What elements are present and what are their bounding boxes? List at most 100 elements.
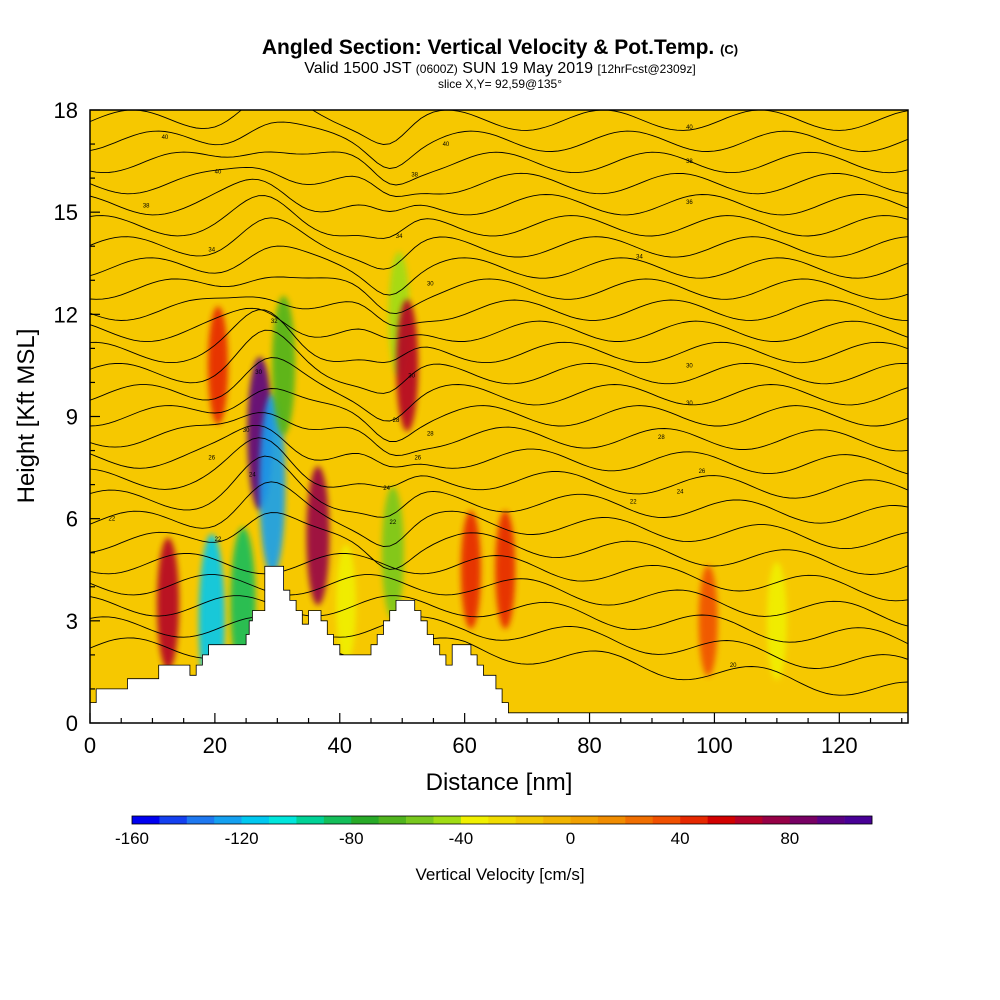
valid-date: SUN 19 May 2019 — [462, 60, 593, 77]
isentrope-1 — [90, 616, 908, 669]
colorbar-swatch-11 — [433, 816, 462, 824]
y-tick-label: 15 — [54, 200, 78, 225]
isentrope-label-20: 28 — [658, 435, 665, 441]
velocity-feature-0 — [157, 537, 180, 670]
isentrope-10 — [90, 412, 908, 456]
isentrope-label-24: 24 — [249, 472, 256, 478]
y-axis: 0 3 6 9 12 15 18 — [54, 98, 100, 736]
x-axis-label: Distance [nm] — [426, 769, 573, 796]
title-main: Angled Section: Vertical Velocity & Pot.… — [261, 36, 715, 59]
isentrope-18 — [90, 245, 908, 296]
colorbar-swatch-4 — [241, 816, 270, 824]
y-tick-label: 18 — [54, 98, 78, 123]
isentrope-9 — [90, 424, 908, 475]
colorbar-tick-label: -120 — [225, 829, 259, 848]
isentrope-7 — [90, 455, 908, 524]
valid-prefix: Valid 1500 JST — [304, 60, 412, 77]
velocity-feature-8 — [336, 544, 357, 663]
isentrope-6 — [90, 481, 908, 550]
terrain — [89, 565, 909, 724]
isentrope-19 — [90, 217, 908, 270]
title-tag: (C) — [720, 42, 739, 57]
isentrope-label-25: 24 — [383, 486, 390, 492]
isentrope-label-23: 26 — [699, 469, 706, 475]
isentrope-label-19: 28 — [427, 432, 434, 438]
isentrope-label-28: 22 — [390, 520, 397, 526]
colorbar-swatch-21 — [707, 816, 736, 824]
isentrope-label-4: 38 — [143, 203, 150, 209]
x-tick-label: 0 — [84, 733, 96, 758]
isentrope-label-15: 30 — [686, 363, 693, 369]
isentrope-label-13: 30 — [255, 370, 262, 376]
isentrope-15 — [90, 307, 908, 343]
colorbar-tick-label: -160 — [115, 829, 149, 848]
isentrope-label-17: 30 — [243, 428, 250, 434]
colorbar-swatch-20 — [680, 816, 708, 824]
colorbar-swatch-17 — [597, 816, 626, 824]
velocity-feature-12 — [460, 510, 481, 629]
colorbar-swatch-3 — [214, 816, 242, 824]
colorbar-swatch-26 — [844, 816, 873, 824]
isentrope-label-10: 34 — [636, 254, 643, 260]
isentrope-8 — [90, 437, 908, 499]
isentrope-label-0: 40 — [162, 135, 169, 141]
colorbar-swatch-14 — [515, 816, 544, 824]
isentrope-label-3: 40 — [686, 125, 693, 131]
isentrope-labels: 40 40 40 40 38 38 38 36 34 34 34 30 32 30 30 30 30 30 28 28… — [109, 125, 738, 669]
colorbar-swatch-15 — [543, 816, 571, 824]
isentrope-23 — [90, 151, 908, 186]
isentrope-label-27: 22 — [215, 537, 222, 543]
colorbar-swatch-6 — [296, 816, 325, 824]
colorbar-swatch-13 — [488, 816, 517, 824]
velocity-feature-15 — [766, 561, 787, 680]
isentrope-label-18: 28 — [393, 418, 400, 424]
colorbar-swatch-8 — [351, 816, 379, 824]
isentrope-17 — [90, 276, 908, 315]
isentrope-label-31: 20 — [730, 663, 737, 669]
isentrope-label-2: 40 — [443, 142, 450, 148]
colorbar-swatch-23 — [762, 816, 791, 824]
y-tick-label: 12 — [54, 302, 78, 327]
chart-title: Angled Section: Vertical Velocity & Pot.… — [0, 36, 1000, 60]
x-tick-label: 80 — [577, 733, 601, 758]
velocity-feature-2 — [208, 306, 229, 425]
isentrope-11 — [90, 388, 908, 442]
colorbar-tick-label: -40 — [449, 829, 474, 848]
colorbar-swatch-16 — [570, 816, 599, 824]
colorbar-frame — [131, 815, 873, 825]
isentrope-4 — [90, 553, 908, 602]
colorbar-swatch-12 — [460, 816, 489, 824]
isentrope-label-8: 34 — [208, 248, 215, 254]
y-tick-label: 6 — [66, 507, 78, 532]
chart-subtitle: Valid 1500 JST (0600Z) SUN 19 May 2019 [… — [0, 60, 1000, 78]
colorbar-tick-label: 0 — [566, 829, 575, 848]
y-axis-label: Height [Kft MSL] — [13, 329, 40, 504]
colorbar-swatch-1 — [159, 816, 188, 824]
colorbar-swatch-0 — [132, 816, 160, 824]
isentrope-12 — [90, 357, 908, 422]
colorbar-swatch-18 — [625, 816, 654, 824]
colorbar-tick-label: 40 — [671, 829, 690, 848]
x-axis: 0 20 40 60 80 100 120 — [84, 713, 903, 758]
y-tick-label: 9 — [66, 405, 78, 430]
isentrope-24 — [90, 121, 908, 169]
velocity-feature-14 — [698, 565, 718, 677]
colorbar-swatch-24 — [789, 816, 818, 824]
isentrope-25 — [90, 110, 908, 145]
colorbar-swatch-2 — [186, 816, 215, 824]
valid-utc: (0600Z) — [415, 62, 458, 76]
isentrope-16 — [90, 296, 908, 327]
colorbar-swatch-10 — [406, 816, 434, 824]
isentrope-label-16: 30 — [686, 401, 693, 407]
x-tick-label: 100 — [696, 733, 733, 758]
isentrope-label-21: 26 — [208, 455, 215, 461]
colorbar-swatch-9 — [378, 816, 407, 824]
isentrope-22 — [90, 166, 908, 197]
velocity-feature-9 — [381, 486, 404, 619]
velocity-feature-11 — [396, 299, 419, 432]
velocity-feature-7 — [306, 466, 330, 606]
colorbar-swatch-22 — [734, 816, 763, 824]
colorbar-swatch-5 — [269, 816, 297, 824]
isentrope-lines — [90, 110, 908, 696]
slice-info: slice X,Y= 92,59@135° — [437, 77, 563, 91]
